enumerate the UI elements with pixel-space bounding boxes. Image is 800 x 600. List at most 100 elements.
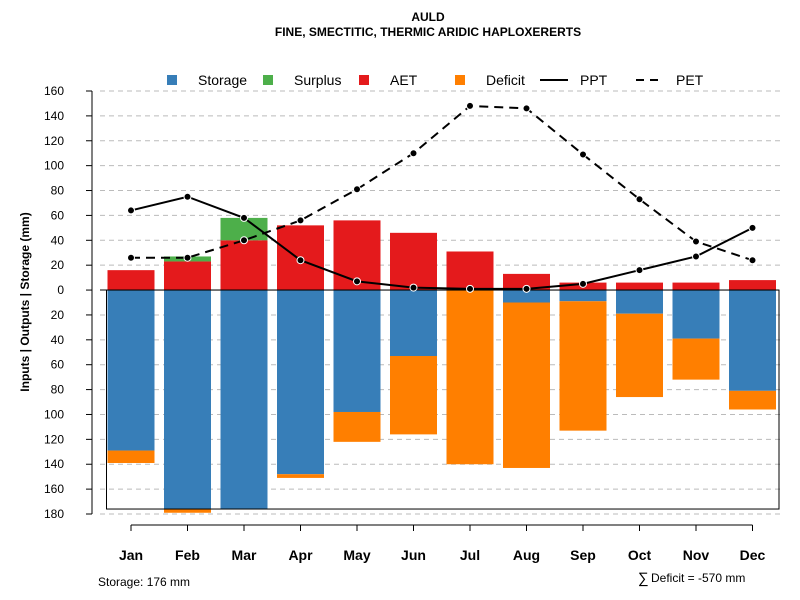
x-tick-label: Oct bbox=[628, 547, 652, 563]
ppt-point bbox=[522, 284, 531, 293]
x-tick-label: Dec bbox=[740, 547, 766, 563]
x-tick-label: Nov bbox=[683, 547, 710, 563]
ppt-point bbox=[296, 256, 305, 265]
legend-deficit-swatch bbox=[455, 75, 465, 85]
x-tick-label: Jun bbox=[401, 547, 426, 563]
y-tick-label: 160 bbox=[44, 84, 64, 98]
storage-bar bbox=[220, 290, 268, 510]
ppt-point bbox=[692, 252, 700, 261]
x-tick-label: Aug bbox=[513, 547, 540, 563]
ppt-point bbox=[748, 223, 757, 232]
deficit-footer: Deficit = -570 mm bbox=[651, 571, 745, 585]
y-tick-label: 100 bbox=[44, 407, 64, 421]
x-tick-label: Feb bbox=[175, 547, 200, 563]
pet-point bbox=[635, 195, 644, 204]
surplus-bar bbox=[220, 217, 268, 241]
y-tick-label: 40 bbox=[51, 233, 65, 247]
legend-surplus-swatch bbox=[263, 75, 273, 85]
pet-point bbox=[127, 253, 135, 262]
pet-line bbox=[131, 104, 753, 262]
legend-ppt-label: PPT bbox=[580, 72, 608, 88]
aet-bar bbox=[107, 270, 155, 291]
storage-bar bbox=[107, 290, 155, 451]
pet-point bbox=[240, 236, 248, 245]
deficit-bar bbox=[446, 290, 494, 465]
y-tick-label: 180 bbox=[44, 507, 64, 521]
deficit-bar bbox=[672, 338, 720, 380]
y-tick-label: 80 bbox=[51, 184, 65, 198]
x-tick-label: Jan bbox=[119, 547, 143, 563]
y-tick-label: 120 bbox=[44, 432, 64, 446]
legend-deficit-label: Deficit bbox=[486, 72, 525, 88]
ppt-point bbox=[353, 277, 361, 286]
storage-bar bbox=[333, 290, 381, 412]
storage-bar bbox=[616, 290, 663, 314]
gridlines bbox=[100, 90, 783, 515]
legend-storage-label: Storage bbox=[198, 72, 247, 88]
x-tick-label: Mar bbox=[232, 547, 257, 563]
deficit-bar bbox=[333, 411, 381, 442]
aet-bar bbox=[616, 282, 663, 291]
chart-title: AULD bbox=[411, 10, 445, 24]
pet-point bbox=[748, 256, 757, 265]
ppt-point bbox=[240, 213, 248, 222]
y-tick-label: 160 bbox=[44, 482, 64, 496]
pet-point bbox=[522, 104, 531, 113]
pet-point bbox=[183, 253, 192, 262]
legend-pet-label: PET bbox=[676, 72, 704, 88]
y-tick-label: 0 bbox=[57, 283, 64, 297]
deficit-bar bbox=[559, 301, 607, 431]
aet-bar bbox=[672, 282, 720, 291]
axes: 160 140 120 100 80 60 40 20 0 20 40 60 80 100 120 140 16… bbox=[44, 84, 766, 563]
x-tick-label: Jul bbox=[460, 547, 480, 563]
bar-layer bbox=[100, 217, 780, 513]
legend-storage-swatch bbox=[167, 75, 177, 85]
y-tick-label: 40 bbox=[51, 333, 65, 347]
pet-point bbox=[296, 216, 305, 225]
x-tick-label: May bbox=[343, 547, 370, 563]
deficit-bar bbox=[390, 355, 437, 435]
aet-bar bbox=[390, 232, 437, 291]
y-tick-label: 60 bbox=[51, 358, 65, 372]
ppt-point bbox=[579, 279, 587, 288]
x-tick-label: Sep bbox=[570, 547, 596, 563]
pet-point bbox=[409, 149, 418, 158]
deficit-bar bbox=[729, 390, 776, 410]
y-axis-label: Inputs | Outputs | Storage (mm) bbox=[18, 212, 32, 391]
storage-bar bbox=[503, 290, 550, 303]
pet-point bbox=[579, 150, 587, 159]
chart-subtitle: FINE, SMECTITIC, THERMIC ARIDIC HAPLOXER… bbox=[275, 25, 581, 39]
deficit-bar bbox=[164, 509, 211, 513]
legend-surplus-label: Surplus bbox=[294, 72, 341, 88]
storage-bar bbox=[729, 290, 776, 391]
y-tick-label: 140 bbox=[44, 109, 64, 123]
ppt-line bbox=[130, 195, 753, 290]
storage-bar bbox=[672, 290, 720, 339]
legend-aet-label: AET bbox=[390, 72, 418, 88]
pet-point bbox=[466, 101, 474, 110]
ppt-point bbox=[409, 283, 418, 292]
deficit-bar bbox=[503, 302, 550, 468]
y-tick-label: 80 bbox=[51, 383, 65, 397]
aet-bar bbox=[503, 273, 550, 291]
ppt-point bbox=[466, 284, 474, 293]
y-tick-label: 140 bbox=[44, 457, 64, 471]
legend-aet-swatch bbox=[359, 75, 369, 85]
deficit-bar bbox=[277, 474, 324, 478]
aet-bar bbox=[729, 280, 776, 291]
pet-point bbox=[353, 185, 361, 194]
storage-bar bbox=[559, 290, 607, 302]
y-tick-label: 60 bbox=[51, 208, 65, 222]
aet-bar bbox=[446, 251, 494, 291]
legend: Storage Surplus AET Deficit PPT PET bbox=[167, 72, 704, 88]
aet-bar bbox=[220, 240, 268, 291]
x-tick-label: Apr bbox=[288, 547, 313, 563]
deficit-bar bbox=[107, 450, 155, 463]
ppt-point bbox=[635, 266, 644, 275]
sigma-symbol: ∑ bbox=[638, 570, 649, 587]
aet-bar bbox=[164, 261, 211, 291]
deficit-bar bbox=[616, 313, 663, 398]
y-tick-label: 20 bbox=[51, 308, 65, 322]
storage-bar bbox=[277, 290, 324, 475]
